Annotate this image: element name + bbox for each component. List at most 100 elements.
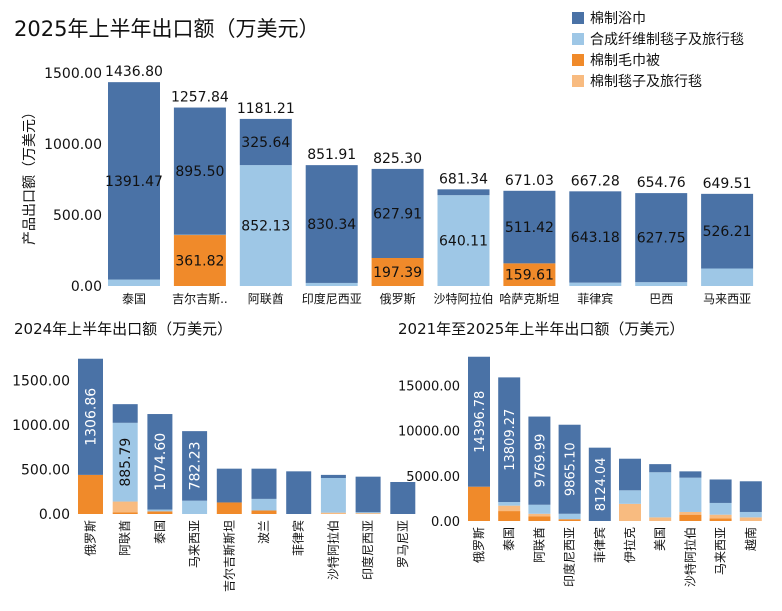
chart2-category-label: 泰国 <box>153 520 167 544</box>
chart1-data-label: 361.82 <box>175 253 224 269</box>
legend-label-cotton_blanket: 棉制毯子及旅行毯 <box>590 73 702 90</box>
chart1-total-label: 1181.21 <box>237 101 295 117</box>
chart3-bar-synthetic_blanket <box>619 490 641 504</box>
chart3-category-label: 俄罗斯 <box>472 527 486 563</box>
chart3-title: 2021年至2025年上半年出口额（万美元） <box>398 320 684 338</box>
chart3-ytick: 10000.00 <box>398 425 460 440</box>
chart3-category-label: 泰国 <box>502 527 516 551</box>
chart1-total-label: 654.76 <box>637 175 686 191</box>
chart3-bar-cotton_blanket <box>528 513 551 517</box>
chart2-data-label: 885.79 <box>118 438 134 487</box>
chart3-bar-cotton_towel <box>619 458 641 491</box>
chart1-bar-synthetic_blanket <box>305 282 358 286</box>
chart3-category-label: 伊拉克 <box>622 527 637 563</box>
chart3-ytick: 5000.00 <box>406 470 460 485</box>
chart3-category-label: 马来西亚 <box>714 527 728 575</box>
chart1-title: 2025年上半年出口额（万美元） <box>14 17 319 41</box>
chart3-bar-cotton_towel <box>588 447 611 521</box>
chart1: 0.00 500.00 1000.00 1500.00 泰国 吉尔吉斯.. 阿联酋 印度尼西亚… <box>44 64 754 306</box>
chart3-bar-cotton_blanket <box>649 517 672 521</box>
chart3-bar-cotton_towel_quilt <box>709 518 732 521</box>
chart1-bar-synthetic_blanket <box>701 268 754 286</box>
chart2-bar-cotton_towel_quilt <box>216 502 242 514</box>
chart1-bar-cotton_towel <box>503 190 556 264</box>
chart2-bar-cotton_towel_quilt <box>147 511 173 514</box>
chart2-category-label: 俄罗斯 <box>84 520 98 556</box>
chart2-bar-cotton_towel_quilt <box>78 474 103 514</box>
chart3-bar-synthetic_blanket <box>558 513 581 520</box>
chart1-total-label: 825.30 <box>373 151 422 167</box>
chart3-bar-cotton_towel_quilt <box>498 511 521 521</box>
chart1-bar-cotton_towel <box>108 82 160 280</box>
chart1-bar-cotton_towel <box>569 191 622 283</box>
chart2-bar-cotton_towel <box>112 404 138 423</box>
chart3-bar-cotton_towel <box>558 424 581 514</box>
chart2-bar-synthetic_blanket <box>182 500 208 514</box>
chart1-category-label: 沙特阿拉伯 <box>433 291 493 306</box>
chart3-ytick: 15000.00 <box>398 380 460 395</box>
chart3-bar-cotton_towel <box>498 377 521 503</box>
chart2-bar-cotton_blanket <box>320 512 346 514</box>
legend-label-cotton_towel_quilt: 棉制毛巾被 <box>590 52 660 69</box>
chart3-bar-synthetic_blanket <box>649 472 672 518</box>
chart1-bar-synthetic_blanket <box>569 282 622 286</box>
chart2-bar-cotton_towel <box>147 414 173 510</box>
legend-swatch-cotton_towel_quilt <box>572 54 584 66</box>
chart1-ytick: 0.00 <box>71 279 102 295</box>
chart3-category-label: 美国 <box>653 527 667 551</box>
chart3-bar-synthetic_blanket <box>528 504 551 514</box>
legend-swatch-cotton_blanket <box>572 75 584 87</box>
chart1-category-label: 巴西 <box>649 292 673 306</box>
chart1-ytick: 1000.00 <box>44 137 102 153</box>
chart3-category-label: 阿联酋 <box>531 527 546 563</box>
chart2-category-label: 罗马尼亚 <box>396 520 410 568</box>
chart3-bar-cotton_towel <box>528 416 551 505</box>
chart3-category-label: 印度尼西亚 <box>562 527 577 587</box>
chart3-bar-synthetic_blanket <box>679 477 702 512</box>
chart1-total-label: 671.03 <box>505 173 554 189</box>
chart1-data-label: 511.42 <box>505 220 554 236</box>
chart3: 0.00 5000.00 10000.00 15000.00 俄罗斯 泰国 阿联酋 印度尼西亚… <box>398 356 762 587</box>
chart2-bar-cotton_towel <box>355 476 381 513</box>
chart1-category-label: 泰国 <box>122 292 146 306</box>
legend-swatch-synthetic_blanket <box>572 33 584 45</box>
chart2-bar-cotton_towel_quilt <box>251 510 277 514</box>
chart1-bar-synthetic_blanket <box>108 279 160 286</box>
chart1-data-label: 643.18 <box>571 230 620 246</box>
chart3-ytick: 0.00 <box>431 515 460 530</box>
chart1-ylabel: 产品出口额（万美元） <box>22 105 38 245</box>
chart2-category-label: 波兰 <box>257 520 271 544</box>
chart1-bar-cotton_towel_quilt <box>371 257 424 286</box>
chart1-data-label: 830.34 <box>307 217 356 233</box>
chart3-data-label: 13809.27 <box>503 409 518 471</box>
chart1-data-label: 159.61 <box>505 268 554 284</box>
chart1-total-label: 1257.84 <box>171 90 229 106</box>
chart2-ytick: 0.00 <box>39 507 70 523</box>
chart3-bar-synthetic_blanket <box>709 502 732 515</box>
chart2-category-label: 菲律宾 <box>291 520 306 556</box>
chart1-bar-synthetic_blanket <box>437 195 490 286</box>
chart3-bar-cotton_blanket <box>679 511 702 515</box>
chart1-bar-cotton_towel <box>305 165 358 283</box>
chart1-bar-cotton_towel <box>173 107 226 235</box>
chart3-bar-synthetic_blanket <box>739 511 762 518</box>
chart2-bar-cotton_towel <box>390 482 416 514</box>
chart1-category-label: 吉尔吉斯.. <box>172 291 228 306</box>
chart1-data-label: 895.50 <box>175 164 224 180</box>
chart3-bar-cotton_towel_quilt <box>468 486 490 521</box>
chart2-bar-synthetic_blanket <box>251 498 277 511</box>
chart2-title: 2024年上半年出口额（万美元） <box>14 320 232 338</box>
chart1-category-label: 马来西亚 <box>703 292 751 306</box>
chart2-bar-cotton_towel_quilt <box>112 512 138 514</box>
chart2-data-label: 1074.60 <box>153 433 169 491</box>
chart1-data-label: 852.13 <box>241 219 290 235</box>
chart2-bar-cotton_towel <box>320 474 346 478</box>
chart2-bar-synthetic_blanket <box>355 512 381 514</box>
legend-label-synthetic_blanket: 合成纤维制毯子及旅行毯 <box>590 32 744 48</box>
chart2-category-label: 马来西亚 <box>188 520 202 568</box>
chart1-data-label: 325.64 <box>241 135 290 151</box>
chart3-bar-cotton_towel_quilt <box>679 514 702 521</box>
chart2-bar-cotton_towel <box>182 431 208 501</box>
